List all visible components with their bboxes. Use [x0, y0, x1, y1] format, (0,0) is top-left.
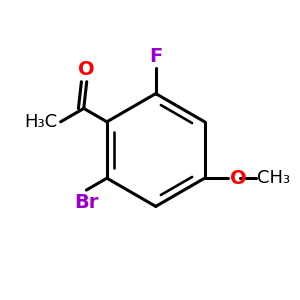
Text: O: O	[230, 169, 246, 188]
Text: Br: Br	[74, 193, 98, 212]
Text: CH₃: CH₃	[257, 169, 290, 187]
Text: H₃C: H₃C	[25, 113, 58, 131]
Text: F: F	[149, 47, 162, 66]
Text: O: O	[78, 60, 95, 80]
